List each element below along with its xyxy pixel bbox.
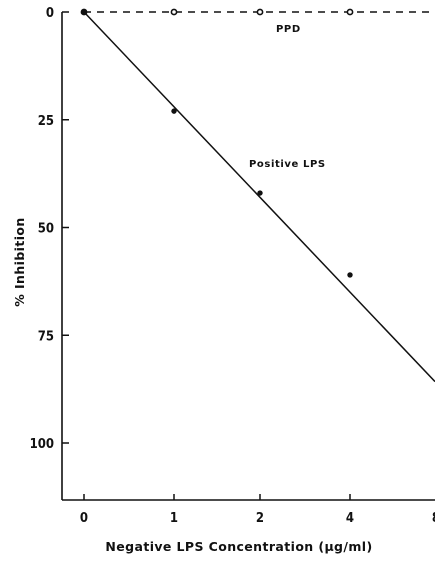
- x-axis-title: Negative LPS Concentration (µg/ml): [105, 539, 372, 554]
- y-tick-label: 100: [30, 437, 54, 452]
- data-point-ppd: [256, 8, 264, 16]
- y-tick-label: 25: [38, 114, 54, 129]
- series-positive-lps: [81, 9, 435, 383]
- axes: [61, 12, 435, 501]
- x-tick-label: 2: [256, 511, 264, 526]
- y-tick-label: 0: [46, 6, 54, 21]
- data-point-ppd: [170, 8, 178, 16]
- series-layer: [80, 8, 435, 383]
- annotation-positive-lps: Positive LPS: [249, 159, 326, 170]
- y-axis-ticks: 0 25 50 75 100: [30, 6, 69, 452]
- x-tick-label: 0: [80, 511, 88, 526]
- data-point-ppd: [346, 8, 354, 16]
- x-tick-label: 4: [346, 511, 354, 526]
- annotation-ppd: PPD: [276, 24, 301, 35]
- data-point-positive-lps: [171, 108, 177, 114]
- series-line-positive-lps: [83, 11, 435, 383]
- y-axis-title: % Inhibition: [12, 217, 27, 306]
- y-tick-label: 50: [38, 222, 54, 237]
- x-tick-label: 1: [170, 511, 178, 526]
- series-ppd: [80, 8, 435, 16]
- x-axis-ticks: 0 1 2 4 8: [80, 494, 435, 526]
- x-tick-label: 8: [432, 511, 435, 526]
- data-point-positive-lps: [81, 9, 87, 15]
- data-point-positive-lps: [347, 272, 353, 278]
- data-point-positive-lps: [257, 190, 263, 196]
- y-tick-label: 75: [38, 329, 54, 344]
